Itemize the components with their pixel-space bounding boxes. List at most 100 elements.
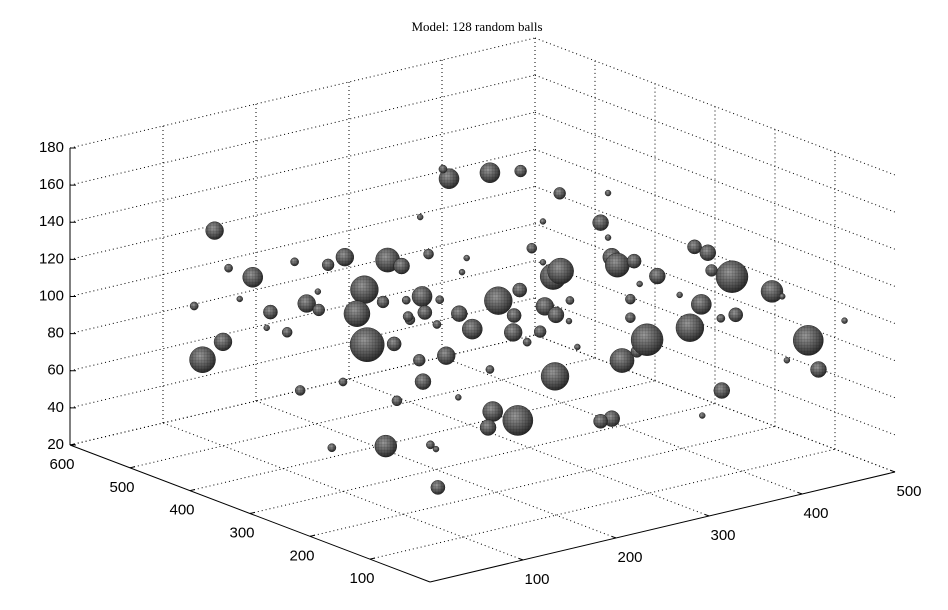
ball-mesh — [374, 435, 397, 458]
grid — [69, 37, 896, 561]
ball — [533, 325, 547, 338]
ball-mesh — [523, 338, 532, 347]
grid-line — [348, 378, 710, 517]
ball — [376, 295, 390, 309]
ball-mesh — [728, 307, 743, 322]
ball — [343, 300, 371, 327]
ball-mesh — [547, 258, 574, 285]
ball — [604, 189, 612, 197]
x-tick — [704, 514, 710, 517]
ball-mesh — [699, 244, 716, 261]
ball-mesh — [438, 165, 448, 174]
y-tick — [309, 534, 316, 537]
ball — [553, 187, 566, 200]
ball — [636, 280, 643, 288]
grid-line — [162, 422, 524, 561]
ball — [715, 260, 749, 293]
ball-mesh — [297, 294, 316, 313]
ball-mesh — [783, 357, 790, 364]
ball — [438, 164, 448, 174]
ball-mesh — [574, 343, 581, 350]
ball-mesh — [414, 373, 431, 390]
ball-mesh — [609, 348, 635, 373]
x-tick — [518, 558, 524, 561]
ball — [574, 343, 581, 351]
ball-mesh — [625, 312, 636, 323]
ball — [699, 412, 706, 419]
ball-mesh — [526, 243, 537, 254]
ball — [463, 254, 470, 262]
ball — [687, 239, 702, 255]
ball — [312, 303, 325, 317]
ball-mesh — [393, 258, 410, 275]
ball-mesh — [462, 319, 483, 340]
ball-mesh — [605, 190, 612, 197]
ball-mesh — [236, 295, 243, 302]
ball — [414, 373, 432, 390]
ball — [189, 346, 216, 373]
ball-mesh — [437, 346, 456, 365]
ball — [455, 394, 462, 401]
ball-mesh — [433, 446, 439, 453]
ball — [547, 257, 574, 285]
z-tick-label: 80 — [47, 325, 64, 342]
ball — [609, 348, 635, 373]
ball-mesh — [412, 286, 433, 307]
ball — [290, 257, 299, 267]
ball — [281, 327, 293, 338]
ball — [539, 218, 547, 225]
grid-line — [441, 356, 803, 495]
ball — [189, 301, 199, 311]
ball — [224, 263, 233, 273]
ball — [297, 294, 316, 313]
ball — [458, 268, 466, 276]
ball — [386, 336, 402, 352]
ball-mesh — [402, 296, 411, 305]
y-tick — [189, 488, 196, 492]
ball-mesh — [761, 280, 783, 303]
ball-mesh — [841, 317, 848, 324]
ball-mesh — [438, 168, 460, 189]
y-tick — [369, 557, 376, 560]
ball — [314, 288, 322, 295]
ball — [438, 168, 460, 189]
grid-line — [534, 74, 896, 213]
z-tick-label: 180 — [39, 139, 64, 156]
ball-mesh — [403, 311, 414, 322]
ball-mesh — [263, 324, 270, 331]
ball-mesh — [716, 314, 725, 323]
ball — [593, 413, 608, 429]
ball-mesh — [502, 405, 533, 436]
ball — [437, 346, 456, 365]
ball-mesh — [335, 248, 354, 267]
ball — [321, 258, 335, 272]
ball-mesh — [290, 257, 299, 266]
ball — [350, 275, 379, 304]
ball — [411, 286, 433, 307]
ball-mesh — [295, 385, 306, 396]
ball — [604, 234, 612, 241]
ball — [783, 357, 791, 364]
ball — [716, 314, 726, 323]
ball-mesh — [716, 260, 748, 293]
ball — [625, 312, 636, 323]
ball-mesh — [391, 395, 402, 406]
ball — [792, 325, 824, 356]
ball-mesh — [417, 305, 432, 320]
x-axis — [429, 471, 896, 583]
ball-mesh — [455, 394, 462, 401]
ball-mesh — [435, 295, 444, 304]
ball-mesh — [649, 268, 666, 285]
ball-mesh — [699, 412, 706, 419]
ball — [540, 362, 570, 391]
ball-mesh — [263, 305, 278, 320]
ball — [423, 248, 434, 260]
ball-mesh — [553, 187, 566, 200]
ball-mesh — [314, 288, 321, 295]
ball — [338, 377, 348, 387]
grid-line — [534, 223, 896, 362]
ball-mesh — [507, 308, 522, 323]
ball — [504, 323, 523, 342]
grid-line — [369, 448, 836, 560]
grid-line — [534, 334, 896, 473]
